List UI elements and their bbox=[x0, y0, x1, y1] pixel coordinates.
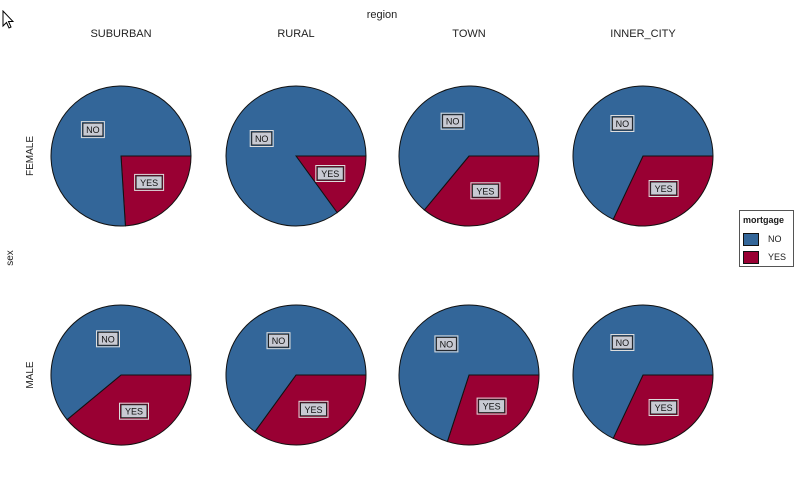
slice-label-text: YES bbox=[140, 178, 158, 188]
legend-swatch-no bbox=[743, 232, 759, 246]
legend: mortgage NO YES bbox=[739, 210, 794, 267]
slice-label-yes: YES bbox=[470, 182, 501, 200]
row-label-female: FEMALE bbox=[25, 136, 36, 176]
slice-label-text: NO bbox=[616, 338, 630, 348]
column-label-town: TOWN bbox=[452, 28, 485, 40]
pie-slice-no bbox=[398, 304, 540, 443]
pie-slice-no bbox=[572, 85, 714, 221]
slice-label-text: YES bbox=[321, 169, 339, 179]
pie-female-suburban: YES NO bbox=[50, 85, 192, 227]
row-label-male: MALE bbox=[25, 361, 36, 389]
slice-label-text: NO bbox=[440, 339, 454, 349]
pie-female-inner-city: YES NO bbox=[572, 85, 714, 227]
pie-female-rural: YES NO bbox=[225, 85, 367, 227]
slice-label-text: NO bbox=[616, 119, 630, 129]
slice-label-no: NO bbox=[266, 332, 291, 350]
pie-male-inner-city: YES NO bbox=[572, 304, 714, 446]
pie-female-town: YES NO bbox=[398, 85, 540, 227]
slice-label-no: NO bbox=[434, 335, 459, 353]
pie-male-rural: YES NO bbox=[225, 304, 367, 446]
legend-title: mortgage bbox=[743, 215, 785, 225]
row-labels: FEMALE MALE bbox=[25, 136, 36, 389]
slice-label-text: YES bbox=[125, 407, 143, 417]
column-labels: SUBURBAN RURAL TOWN INNER_CITY bbox=[90, 28, 676, 40]
slice-label-yes: YES bbox=[648, 180, 679, 197]
pie-male-town: YES NO bbox=[398, 304, 540, 446]
slice-label-yes: YES bbox=[119, 402, 149, 420]
legend-item-no: NO bbox=[743, 232, 782, 246]
pie-slice-no bbox=[225, 304, 367, 433]
pie-slice-no bbox=[225, 85, 367, 227]
pie-slice-no bbox=[398, 85, 540, 211]
slice-label-yes: YES bbox=[134, 173, 165, 191]
slice-label-text: YES bbox=[483, 402, 501, 412]
slice-label-yes: YES bbox=[648, 399, 679, 416]
slice-label-no: NO bbox=[610, 115, 635, 132]
pie-slice-no bbox=[50, 304, 192, 421]
facet-column-title: region bbox=[367, 9, 398, 21]
pie-slice-no bbox=[50, 85, 192, 227]
pie-panels: YES NO YES NO YES NO YES NO YES NO YES NO YES NO YES NO bbox=[50, 85, 714, 446]
legend-swatch-yes bbox=[743, 250, 759, 264]
slice-label-no: NO bbox=[610, 334, 635, 351]
slice-label-text: NO bbox=[86, 125, 100, 135]
slice-label-text: YES bbox=[655, 184, 673, 194]
legend-item-yes: YES bbox=[743, 250, 786, 264]
slice-label-no: NO bbox=[80, 121, 105, 139]
slice-label-text: YES bbox=[304, 405, 322, 415]
legend-label-yes: YES bbox=[768, 252, 787, 262]
pie-slice-yes bbox=[120, 155, 192, 227]
pie-slice-no bbox=[572, 304, 714, 440]
slice-label-text: NO bbox=[446, 117, 460, 127]
slice-label-text: NO bbox=[255, 134, 269, 144]
column-label-inner-city: INNER_CITY bbox=[610, 28, 676, 40]
slice-label-yes: YES bbox=[315, 165, 346, 182]
slice-label-text: YES bbox=[476, 186, 494, 196]
pie-male-suburban: YES NO bbox=[50, 304, 192, 446]
slice-label-yes: YES bbox=[298, 400, 329, 418]
pie-slice-yes bbox=[295, 155, 367, 214]
facet-row-title: sex bbox=[5, 250, 16, 266]
slice-label-text: YES bbox=[655, 403, 673, 413]
slice-label-text: NO bbox=[272, 336, 286, 346]
column-label-rural: RURAL bbox=[277, 28, 314, 40]
column-label-suburban: SUBURBAN bbox=[90, 28, 151, 40]
legend-label-no: NO bbox=[768, 234, 782, 244]
slice-label-text: NO bbox=[101, 334, 115, 344]
slice-label-no: NO bbox=[249, 130, 274, 147]
slice-label-yes: YES bbox=[476, 397, 507, 415]
mouse-pointer-icon bbox=[2, 9, 15, 35]
slice-label-no: NO bbox=[96, 330, 120, 348]
slice-label-no: NO bbox=[440, 112, 465, 130]
